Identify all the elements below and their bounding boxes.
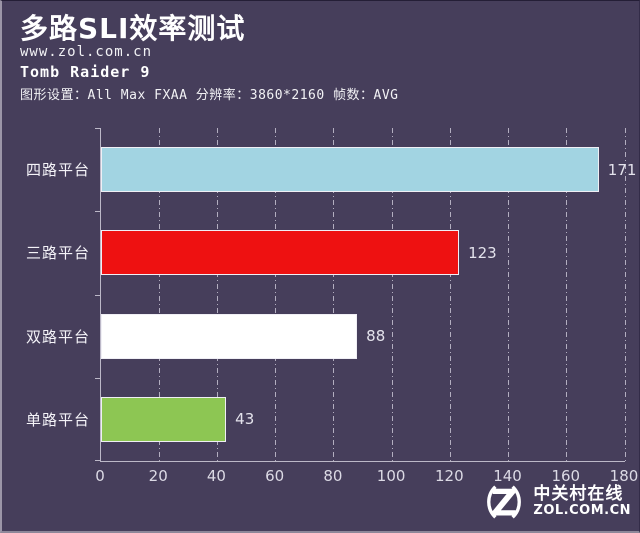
gridline-x-40 — [216, 128, 218, 461]
x-tick-label-0: 0 — [95, 467, 105, 485]
bar-chart-plot-area: 171 123 88 43 — [95, 128, 636, 462]
svg-text:Z: Z — [491, 481, 517, 524]
y-axis-tick — [95, 294, 101, 296]
x-tick-label-120: 120 — [435, 467, 464, 485]
zol-brand-cn: 中关村在线 — [533, 484, 624, 505]
gridline-x-180 — [624, 128, 626, 461]
game-title: Tomb Raider 9 — [20, 63, 151, 81]
page-title: 多路SLI效率测试 — [20, 12, 246, 45]
x-tick-label-140: 140 — [493, 467, 522, 485]
y-axis-tick — [95, 460, 101, 461]
value-axis-labels: 0 20 40 60 80 100 120 140 160 180 — [95, 467, 638, 487]
x-tick-label-20: 20 — [148, 467, 168, 485]
gridline-x-140 — [508, 128, 510, 461]
x-tick-label-100: 100 — [376, 467, 406, 485]
y-axis-tick — [95, 211, 101, 213]
category-label-四路平台: 四路平台 — [25, 161, 90, 180]
website-url: www.zol.com.cn — [20, 44, 153, 60]
bar-单路平台 — [101, 396, 227, 442]
bar-value-label: 43 — [235, 410, 255, 429]
x-tick-label-60: 60 — [265, 467, 285, 485]
category-label-三路平台: 三路平台 — [25, 244, 90, 263]
benchmark-settings: 图形设置：All Max FXAA 分辨率：3860*2160 帧数：AVG — [20, 88, 399, 103]
gridline-x-160 — [566, 128, 568, 461]
gridline-x-20 — [158, 128, 160, 461]
gridline-x-80 — [333, 128, 335, 461]
gridline-x-60 — [275, 128, 277, 461]
gridline-x-120 — [449, 128, 451, 461]
bar-双路平台 — [101, 313, 358, 359]
y-axis-tick — [95, 377, 101, 379]
bar-四路平台 — [101, 147, 599, 193]
bar-三路平台 — [101, 230, 460, 276]
x-tick-label-160: 160 — [551, 467, 581, 485]
zol-brand-url: ZOL.COM.CN — [533, 503, 631, 519]
x-tick-label-80: 80 — [323, 467, 343, 485]
category-label-双路平台: 双路平台 — [25, 327, 90, 346]
y-axis-tick — [95, 128, 101, 129]
category-axis-labels: 四路平台三路平台双路平台单路平台 — [2, 128, 90, 461]
bar-value-label: 171 — [607, 160, 637, 179]
zol-watermark: Z 中关村在线 ZOL.COM.CN — [481, 479, 631, 525]
bar-value-label: 88 — [366, 327, 386, 346]
zol-logo-icon: Z — [487, 481, 522, 524]
category-label-单路平台: 单路平台 — [25, 410, 90, 429]
gridline-x-100 — [391, 128, 393, 461]
zol-brand-text: 中关村在线 ZOL.COM.CN — [533, 484, 631, 519]
bar-value-label: 123 — [468, 243, 497, 262]
x-tick-label-180: 180 — [609, 467, 639, 485]
x-tick-label-40: 40 — [206, 467, 226, 485]
